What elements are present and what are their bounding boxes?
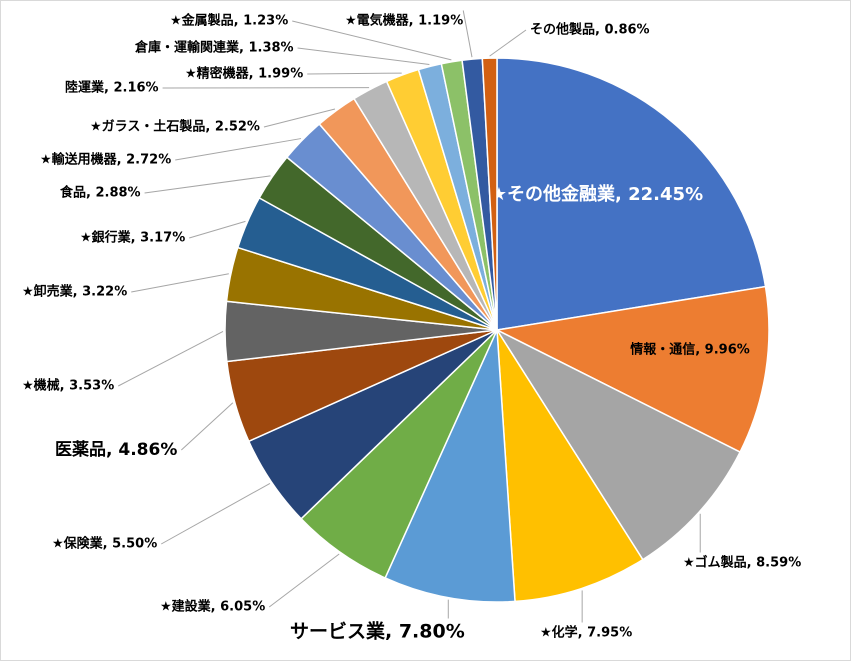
leader-line bbox=[307, 72, 402, 75]
data-label: 陸運業, 2.16% bbox=[65, 80, 159, 96]
leader-line bbox=[263, 108, 336, 128]
pie-slice bbox=[496, 57, 767, 331]
leader-line bbox=[189, 220, 246, 239]
leader-line bbox=[297, 47, 430, 65]
data-label: ★建設業, 6.05% bbox=[160, 599, 265, 615]
leader-line bbox=[144, 175, 271, 194]
leader-line bbox=[118, 330, 224, 387]
data-label: サービス業, 7.80% bbox=[290, 620, 465, 643]
data-label: その他製品, 0.86% bbox=[530, 22, 650, 38]
leader-line bbox=[292, 20, 452, 61]
data-label: 倉庫・運輸関連業, 1.38% bbox=[134, 40, 294, 56]
pie-slice bbox=[481, 57, 498, 331]
data-label: ★電気機器, 1.19% bbox=[345, 13, 463, 29]
data-label: ★銀行業, 3.17% bbox=[80, 230, 185, 246]
data-label: ★ガラス・土石製品, 2.52% bbox=[90, 119, 260, 135]
pie-slice bbox=[496, 329, 644, 603]
data-label: 食品, 2.88% bbox=[60, 185, 141, 201]
data-label: ★金属製品, 1.23% bbox=[170, 13, 288, 29]
data-label: ★卸売業, 3.22% bbox=[22, 284, 127, 300]
data-label: ★保険業, 5.50% bbox=[52, 536, 157, 552]
data-label: ★化学, 7.95% bbox=[540, 625, 632, 641]
leader-line bbox=[268, 553, 340, 608]
leader-line bbox=[131, 273, 229, 293]
pie-slice bbox=[494, 285, 770, 454]
data-label: ★機械, 3.53% bbox=[22, 378, 114, 394]
leader-line bbox=[181, 402, 234, 451]
pie-slice bbox=[384, 329, 516, 603]
data-label: ★輸送用機器, 2.72% bbox=[40, 152, 171, 168]
data-label: 医薬品, 4.86% bbox=[55, 440, 177, 460]
data-label: ★ゴム製品, 8.59% bbox=[683, 555, 801, 571]
data-label: ★精密機器, 1.99% bbox=[185, 66, 303, 82]
pie-slice bbox=[494, 328, 742, 561]
leader-line bbox=[462, 10, 473, 58]
leader-line bbox=[175, 138, 302, 161]
data-label: ★その他金融業, 22.45% bbox=[491, 183, 703, 205]
leader-line bbox=[160, 482, 271, 545]
data-label: 情報・通信, 9.96% bbox=[630, 342, 750, 358]
leader-line bbox=[489, 29, 527, 57]
